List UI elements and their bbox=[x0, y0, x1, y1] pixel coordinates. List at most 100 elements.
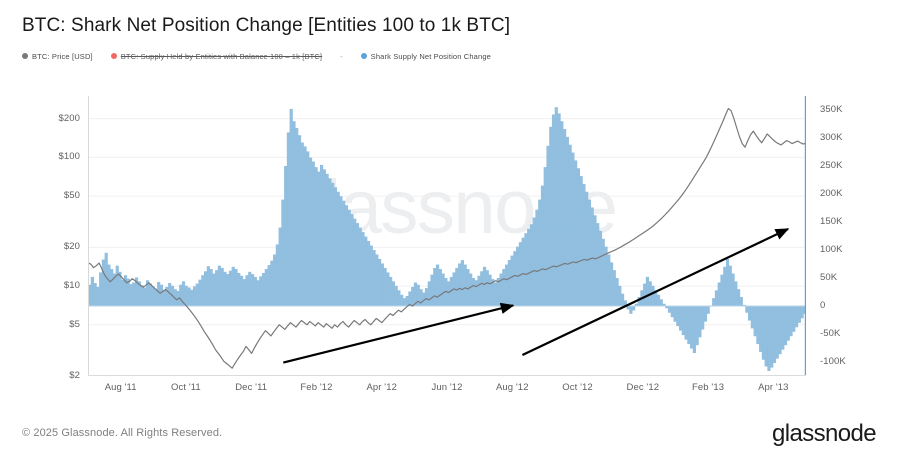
bar bbox=[234, 269, 238, 306]
bar bbox=[753, 306, 757, 337]
bar bbox=[656, 294, 661, 306]
bar bbox=[609, 262, 614, 306]
bar bbox=[571, 152, 575, 306]
bar bbox=[565, 136, 569, 306]
bar bbox=[698, 306, 702, 338]
bar bbox=[538, 199, 542, 306]
bar bbox=[212, 273, 216, 306]
bar bbox=[667, 306, 672, 313]
bar bbox=[206, 266, 210, 306]
bar bbox=[767, 306, 771, 371]
bar bbox=[582, 183, 586, 306]
x-axis-tick-label: Aug '12 bbox=[495, 382, 529, 393]
bar bbox=[574, 160, 578, 306]
bar bbox=[300, 142, 304, 306]
bar bbox=[209, 269, 213, 306]
bar bbox=[402, 298, 407, 306]
bar bbox=[107, 264, 111, 306]
bar bbox=[601, 238, 605, 306]
bar bbox=[759, 306, 763, 352]
y-axis-right-tick-label: 350K bbox=[820, 104, 843, 115]
chart-legend: BTC: Price [USD] BTC: Supply Held by Enti… bbox=[22, 49, 509, 63]
bar bbox=[284, 166, 288, 306]
bar bbox=[256, 280, 260, 306]
bar bbox=[203, 271, 208, 306]
bar bbox=[593, 215, 597, 306]
bar bbox=[364, 236, 368, 306]
bar bbox=[278, 227, 282, 306]
bar bbox=[380, 263, 384, 306]
legend-item-btc-price[interactable]: BTC: Price [USD] bbox=[22, 52, 93, 61]
bar bbox=[422, 292, 426, 306]
bar bbox=[250, 274, 255, 306]
bar bbox=[524, 233, 528, 306]
bar bbox=[237, 272, 241, 306]
bar bbox=[623, 300, 627, 306]
bar bbox=[96, 286, 100, 306]
bar bbox=[786, 306, 790, 341]
bar bbox=[460, 260, 465, 306]
bar bbox=[126, 278, 130, 306]
bar bbox=[712, 298, 716, 306]
bar bbox=[761, 306, 766, 360]
bar bbox=[684, 306, 688, 340]
bar bbox=[118, 271, 122, 306]
bar bbox=[405, 295, 409, 306]
bar bbox=[215, 270, 219, 306]
bar bbox=[739, 297, 743, 306]
bar bbox=[104, 252, 108, 306]
bar bbox=[720, 274, 724, 306]
bar bbox=[540, 185, 545, 306]
bar bbox=[706, 306, 710, 314]
bar bbox=[687, 306, 691, 345]
bar bbox=[529, 224, 534, 306]
legend-item-supply-held[interactable]: BTC: Supply Held by Entities with Balanc… bbox=[110, 52, 322, 61]
bar bbox=[455, 267, 459, 306]
y-axis-right-tick-label: 200K bbox=[820, 188, 843, 199]
bar bbox=[179, 284, 183, 306]
bar bbox=[151, 286, 155, 306]
bar bbox=[546, 145, 550, 306]
x-axis-tick-label: Dec '12 bbox=[626, 382, 660, 393]
bar bbox=[764, 306, 768, 367]
bar bbox=[728, 265, 732, 306]
x-axis-tick-label: Jun '12 bbox=[431, 382, 463, 393]
bar bbox=[772, 306, 777, 364]
bar bbox=[725, 258, 730, 306]
bar bbox=[93, 283, 97, 306]
bar bbox=[532, 217, 536, 306]
legend-item-net-position-change[interactable]: Shark Supply Net Position Change bbox=[360, 52, 491, 61]
bar bbox=[676, 306, 680, 327]
bar bbox=[270, 260, 274, 306]
bar bbox=[466, 269, 470, 306]
bar bbox=[607, 254, 611, 306]
annotation-arrow-2 bbox=[521, 228, 790, 356]
bar bbox=[165, 286, 169, 306]
x-axis-tick-label: Apr '12 bbox=[366, 382, 397, 393]
bar bbox=[731, 273, 735, 306]
x-axis-tick-label: Oct '11 bbox=[171, 382, 201, 393]
bar bbox=[471, 278, 476, 306]
bar bbox=[797, 306, 801, 323]
bar bbox=[783, 306, 788, 346]
bar bbox=[736, 289, 741, 306]
bar bbox=[353, 218, 357, 306]
bar bbox=[245, 275, 249, 306]
bar bbox=[322, 169, 326, 306]
bar bbox=[261, 272, 266, 306]
bar bbox=[400, 294, 404, 306]
bar bbox=[756, 306, 760, 345]
bar bbox=[419, 289, 423, 306]
bar bbox=[615, 278, 619, 306]
bar bbox=[703, 306, 708, 322]
bar bbox=[413, 282, 418, 306]
bar bbox=[535, 209, 539, 306]
bar bbox=[748, 306, 752, 321]
bar bbox=[612, 270, 616, 306]
bar bbox=[159, 284, 164, 306]
glassnode-logo: glassnode bbox=[771, 420, 877, 447]
bar bbox=[386, 272, 390, 306]
bar bbox=[223, 271, 227, 306]
bar bbox=[463, 264, 467, 306]
